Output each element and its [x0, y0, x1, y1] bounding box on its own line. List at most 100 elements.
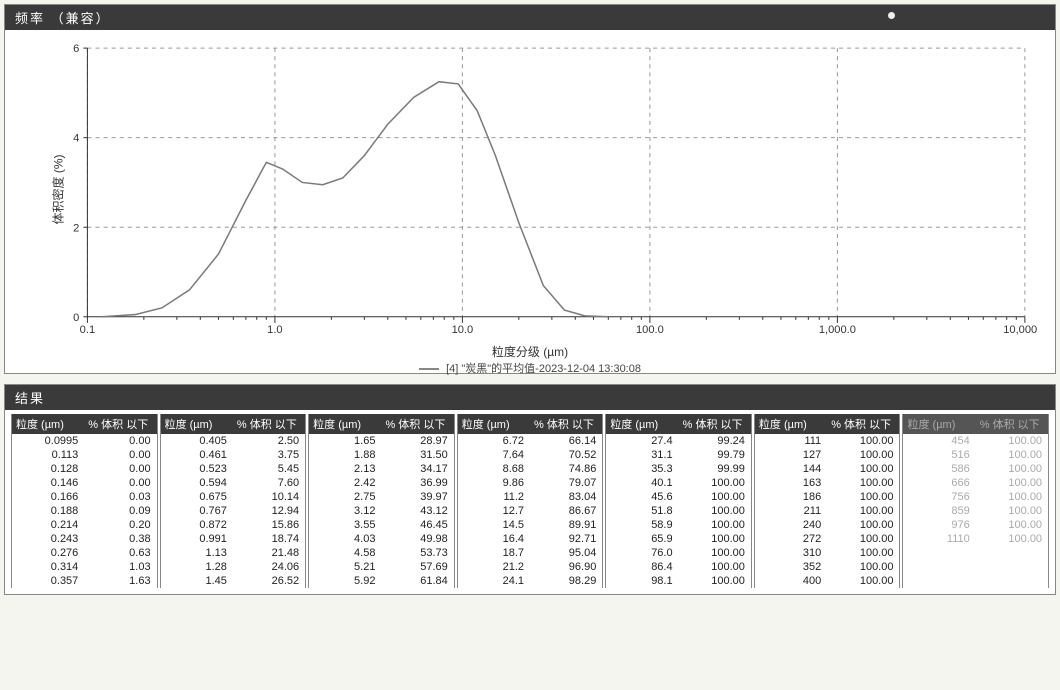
svg-text:2: 2 — [73, 222, 79, 234]
cell-size: 0.523 — [161, 462, 233, 476]
cell-size: 45.6 — [606, 490, 678, 504]
table-row: 0.1880.09 — [12, 504, 157, 518]
cell-size: 352 — [755, 560, 827, 574]
table-row: 0.76712.94 — [161, 504, 306, 518]
chart-panel-title: 频率 （兼容） — [15, 11, 111, 26]
cell-volume: 5.45 — [233, 462, 305, 476]
cell-size: 4.03 — [309, 532, 381, 546]
cell-size: 12.7 — [458, 504, 530, 518]
results-table-panel: 结果 粒度 (µm)% 体积 以下0.09950.000.1130.000.12… — [4, 384, 1056, 595]
cell-size: 0.767 — [161, 504, 233, 518]
table-row: 976100.00 — [903, 518, 1048, 532]
cell-volume: 24.06 — [233, 560, 305, 574]
cell-volume: 100.00 — [827, 546, 899, 560]
cell-size: 3.12 — [309, 504, 381, 518]
cell-volume: 99.24 — [679, 434, 751, 448]
cell-size: 1.88 — [309, 448, 381, 462]
cell-volume: 57.69 — [381, 560, 453, 574]
table-row: 586100.00 — [903, 462, 1048, 476]
cell-size: 0.166 — [12, 490, 84, 504]
cell-volume: 0.00 — [84, 462, 156, 476]
cell-size: 1.65 — [309, 434, 381, 448]
table-row: 98.1100.00 — [606, 574, 751, 588]
cell-volume: 1.63 — [84, 574, 156, 588]
cell-volume: 86.67 — [530, 504, 602, 518]
cell-volume: 100.00 — [827, 532, 899, 546]
table-column-header: 粒度 (µm)% 体积 以下 — [309, 414, 454, 434]
cell-volume: 83.04 — [530, 490, 602, 504]
cell-size: 0.991 — [161, 532, 233, 546]
cell-volume: 46.45 — [381, 518, 453, 532]
cell-size: 21.2 — [458, 560, 530, 574]
cell-volume: 34.17 — [381, 462, 453, 476]
y-axis-label-wrap: 体积密度 (%) — [23, 38, 47, 341]
table-row: 186100.00 — [755, 490, 900, 504]
cell-volume: 100.00 — [827, 476, 899, 490]
cell-volume: 100.00 — [679, 532, 751, 546]
table-row: 2.4236.99 — [309, 476, 454, 490]
cell-volume: 100.00 — [827, 490, 899, 504]
cell-size: 0.188 — [12, 504, 84, 518]
cell-volume: 100.00 — [976, 504, 1048, 518]
table-row: 3.5546.45 — [309, 518, 454, 532]
cell-volume: 100.00 — [679, 518, 751, 532]
cell-size: 5.21 — [309, 560, 381, 574]
cell-size: 1110 — [903, 532, 975, 546]
svg-text:100.0: 100.0 — [636, 324, 664, 336]
table-column-group: 粒度 (µm)% 体积 以下1.6528.971.8831.502.1334.1… — [308, 414, 455, 588]
chart-body: 体积密度 (%) 02460.11.010.0100.01,000.010,00… — [5, 30, 1055, 376]
legend-text: [4] "炭黑"的平均值-2023-12-04 13:30:08 — [446, 363, 641, 375]
cell-size: 27.4 — [606, 434, 678, 448]
table-row: 0.4052.50 — [161, 434, 306, 448]
cell-size: 7.64 — [458, 448, 530, 462]
table-row: 9.8679.07 — [458, 476, 603, 490]
cell-size: 24.1 — [458, 574, 530, 588]
chart-panel-header: 频率 （兼容） — [5, 5, 1055, 30]
table-row: 240100.00 — [755, 518, 900, 532]
table-row: 211100.00 — [755, 504, 900, 518]
col-header-volume: % 体积 以下 — [827, 414, 899, 434]
table-column-group: 粒度 (µm)% 体积 以下0.4052.500.4613.750.5235.4… — [160, 414, 307, 588]
cell-size: 9.86 — [458, 476, 530, 490]
table-row: 0.3571.63 — [12, 574, 157, 588]
table-row: 0.1460.00 — [12, 476, 157, 490]
cell-size: 0.675 — [161, 490, 233, 504]
cell-size: 0.214 — [12, 518, 84, 532]
table-row: 454100.00 — [903, 434, 1048, 448]
col-header-volume: % 体积 以下 — [679, 414, 751, 434]
cell-volume: 98.29 — [530, 574, 602, 588]
table-panel-header: 结果 — [5, 385, 1055, 410]
cell-volume: 100.00 — [679, 560, 751, 574]
cell-size: 14.5 — [458, 518, 530, 532]
table-row: 2.1334.17 — [309, 462, 454, 476]
table-row: 352100.00 — [755, 560, 900, 574]
cell-volume: 100.00 — [827, 434, 899, 448]
table-row: 400100.00 — [755, 574, 900, 588]
header-indicator-dot — [888, 12, 895, 19]
cell-size: 2.75 — [309, 490, 381, 504]
cell-size: 4.58 — [309, 546, 381, 560]
table-row: 0.09950.00 — [12, 434, 157, 448]
cell-size: 0.872 — [161, 518, 233, 532]
col-header-size: 粒度 (µm) — [458, 414, 530, 434]
table-column-group: 粒度 (µm)% 体积 以下6.7266.147.6470.528.6874.8… — [457, 414, 604, 588]
table-row: 1.6528.97 — [309, 434, 454, 448]
table-row: 5.2157.69 — [309, 560, 454, 574]
cell-size: 0.113 — [12, 448, 84, 462]
cell-volume: 100.00 — [827, 504, 899, 518]
table-row: 756100.00 — [903, 490, 1048, 504]
svg-text:0.1: 0.1 — [80, 324, 95, 336]
cell-volume: 99.79 — [679, 448, 751, 462]
cell-volume: 99.99 — [679, 462, 751, 476]
cell-volume: 100.00 — [679, 490, 751, 504]
table-row: 4.0349.98 — [309, 532, 454, 546]
cell-size: 2.13 — [309, 462, 381, 476]
cell-volume: 0.38 — [84, 532, 156, 546]
table-row: 0.5947.60 — [161, 476, 306, 490]
chart-legend: [4] "炭黑"的平均值-2023-12-04 13:30:08 — [23, 360, 1037, 376]
cell-volume: 100.00 — [827, 462, 899, 476]
x-axis-label: 粒度分级 (µm) — [23, 343, 1037, 360]
cell-volume: 61.84 — [381, 574, 453, 588]
cell-size: 859 — [903, 504, 975, 518]
col-header-volume: % 体积 以下 — [530, 414, 602, 434]
